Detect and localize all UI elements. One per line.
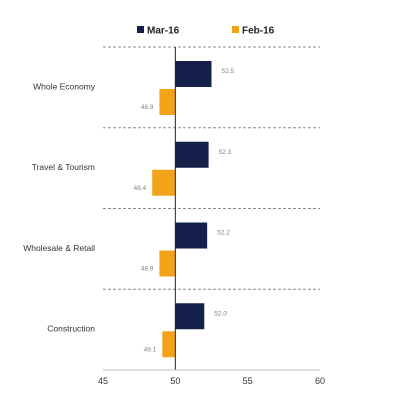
data-label-feb-16-construction: 49.1	[144, 346, 157, 353]
x-tick-labels: 45 50 55 60	[98, 376, 325, 386]
bar-mar-16-whole-economy	[175, 61, 212, 87]
data-label-feb-16-travel-tourism: 48.4	[134, 185, 147, 192]
category-label-travel-tourism: Travel & Tourism	[32, 162, 95, 172]
bar-mar-16-construction	[175, 303, 205, 330]
bar-feb-16-travel-tourism	[152, 169, 176, 196]
bar-mar-16-travel-tourism	[175, 141, 209, 168]
category-label-whole-economy: Whole Economy	[33, 81, 96, 91]
data-label-mar-16-whole-economy: 52.5	[222, 68, 235, 75]
x-tick-label-50: 50	[170, 376, 180, 386]
category-label-construction: Construction	[47, 324, 95, 334]
data-label-feb-16-wholesale-retail: 48.9	[141, 266, 154, 273]
bar-feb-16-wholesale-retail	[159, 250, 176, 277]
legend: Mar-16 Feb-16	[137, 26, 275, 37]
bar-feb-16-whole-economy	[159, 89, 176, 115]
bars	[152, 61, 212, 358]
data-label-mar-16-wholesale-retail: 52.2	[217, 230, 230, 237]
x-tick-label-55: 55	[243, 376, 253, 386]
legend-swatch-feb-16	[232, 26, 239, 33]
legend-label-mar-16: Mar-16	[147, 26, 180, 37]
category-label-wholesale-retail: Wholesale & Retail	[23, 243, 95, 253]
legend-label-feb-16: Feb-16	[242, 26, 275, 37]
category-separators	[103, 46, 320, 371]
data-label-mar-16-travel-tourism: 52.3	[219, 149, 232, 156]
legend-swatch-mar-16	[137, 26, 144, 33]
category-labels: Whole Economy Travel & Tourism Wholesale &…	[23, 81, 96, 333]
bar-feb-16-construction	[162, 331, 176, 358]
data-label-mar-16-construction: 52.0	[214, 310, 227, 317]
x-tick-label-60: 60	[315, 376, 325, 386]
data-labels: 52.5 48.9 52.3 48.4 52.2 48.9 52.0 49.1	[134, 68, 235, 353]
bar-mar-16-wholesale-retail	[175, 222, 208, 249]
x-tick-label-45: 45	[98, 376, 108, 386]
data-label-feb-16-whole-economy: 48.9	[141, 104, 154, 111]
